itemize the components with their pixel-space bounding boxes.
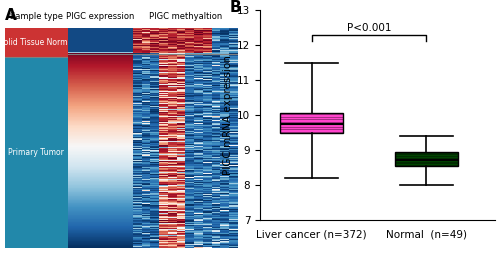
Text: Sample type: Sample type (10, 12, 63, 21)
Bar (5, 57, 68, 248)
Bar (394, 152, 458, 166)
Text: Primary Tumor: Primary Tumor (8, 148, 64, 157)
Bar (280, 113, 343, 133)
Text: Solid Tissue Normal: Solid Tissue Normal (0, 38, 74, 47)
Text: P<0.001: P<0.001 (346, 23, 391, 33)
Y-axis label: PIGC mRNA expression: PIGC mRNA expression (223, 55, 233, 175)
Text: PIGC expression: PIGC expression (66, 12, 134, 21)
Text: PIGC methyaltion: PIGC methyaltion (148, 12, 222, 21)
Text: A: A (5, 8, 17, 23)
Bar (5, 28, 68, 57)
Text: B: B (230, 0, 241, 15)
